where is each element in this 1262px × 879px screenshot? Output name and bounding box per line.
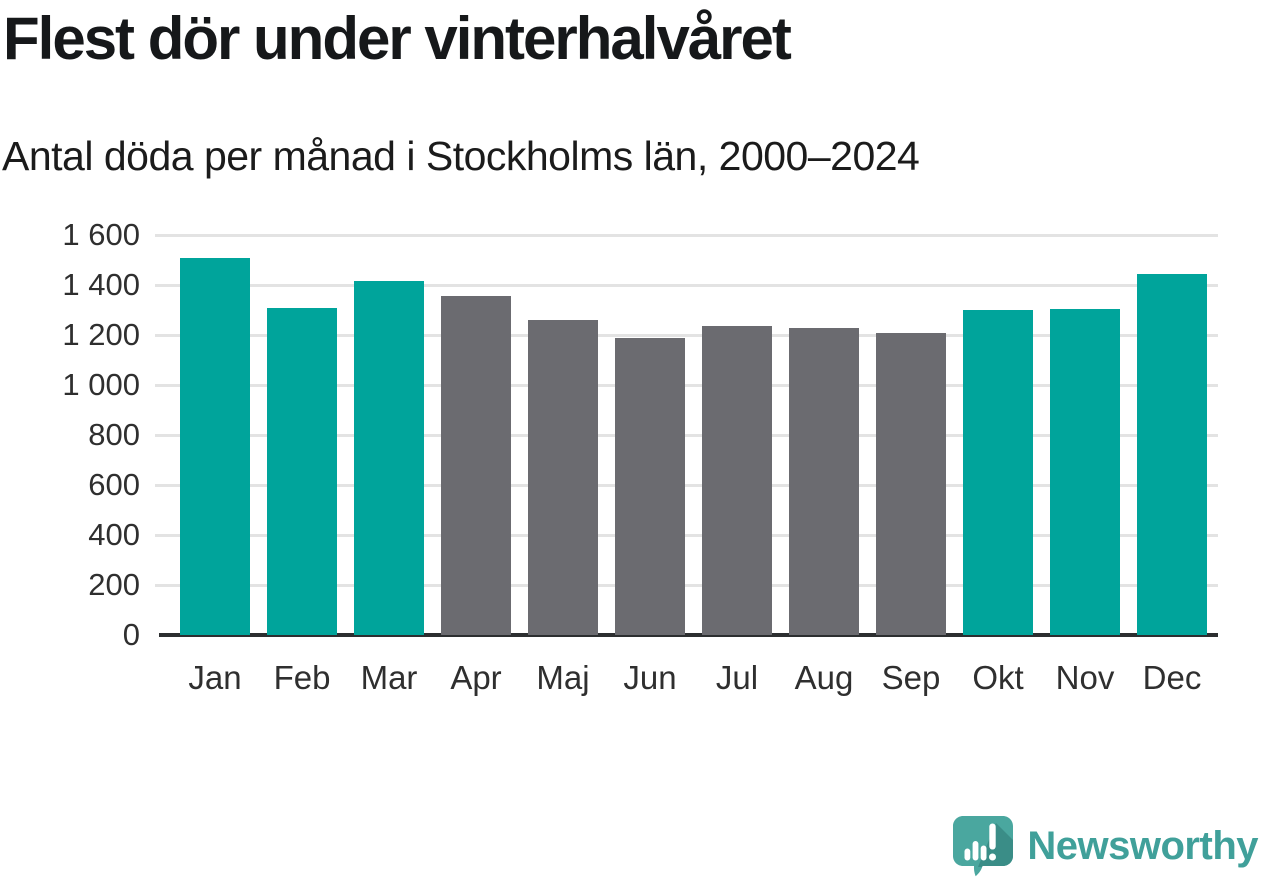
gridline-400 [155,534,1218,537]
y-tick-label-1200: 1 200 [62,317,140,352]
bar-jan [180,257,250,635]
y-tick-label-0: 0 [122,617,140,652]
gridline-200 [155,584,1218,587]
bar-aug [789,327,859,635]
bar-mar [354,281,424,635]
x-tick-label-aug: Aug [794,659,854,696]
y-tick-label-1600: 1 600 [62,217,140,252]
x-tick-label-jun: Jun [623,659,677,696]
newsworthy-logo-icon [953,816,1014,877]
x-tick-label-feb: Feb [273,659,331,696]
gridline-1400 [155,284,1218,287]
y-tick-label-1400: 1 400 [62,267,140,302]
y-tick-label-400: 400 [88,517,140,552]
x-tick-label-jan: Jan [188,659,242,696]
chart-subtitle: Antal döda per månad i Stockholms län, 2… [2,133,920,179]
bar-jun [615,337,685,635]
bar-jul [702,326,772,635]
x-tick-label-sep: Sep [881,659,941,696]
bar-maj [528,320,598,635]
bar-okt [963,310,1033,635]
gridline-1200 [155,334,1218,337]
x-tick-label-dec: Dec [1142,659,1202,696]
x-tick-label-apr: Apr [450,659,502,696]
gridline-1000 [155,384,1218,387]
plot-area [155,234,1218,637]
x-tick-label-okt: Okt [972,659,1024,696]
x-tick-label-mar: Mar [360,659,418,696]
y-tick-label-800: 800 [88,417,140,452]
gridline-1600 [155,234,1218,237]
y-tick-label-1000: 1 000 [62,367,140,402]
chart-title: Flest dör under vinterhalvåret [3,5,792,72]
brand-footer: Newsworthy [952,815,1258,877]
gridline-600 [155,484,1218,487]
gridline-800 [155,434,1218,437]
x-axis-line [159,633,1218,637]
x-tick-label-nov: Nov [1055,659,1115,696]
bar-dec [1137,273,1207,635]
bar-nov [1050,308,1120,635]
x-tick-label-maj: Maj [536,659,590,696]
x-tick-label-jul: Jul [715,659,759,696]
bar-feb [267,307,337,635]
y-tick-label-200: 200 [88,567,140,602]
y-tick-label-600: 600 [88,467,140,502]
bar-sep [876,332,946,635]
bar-apr [441,296,511,635]
brand-name: Newsworthy [1027,824,1258,868]
